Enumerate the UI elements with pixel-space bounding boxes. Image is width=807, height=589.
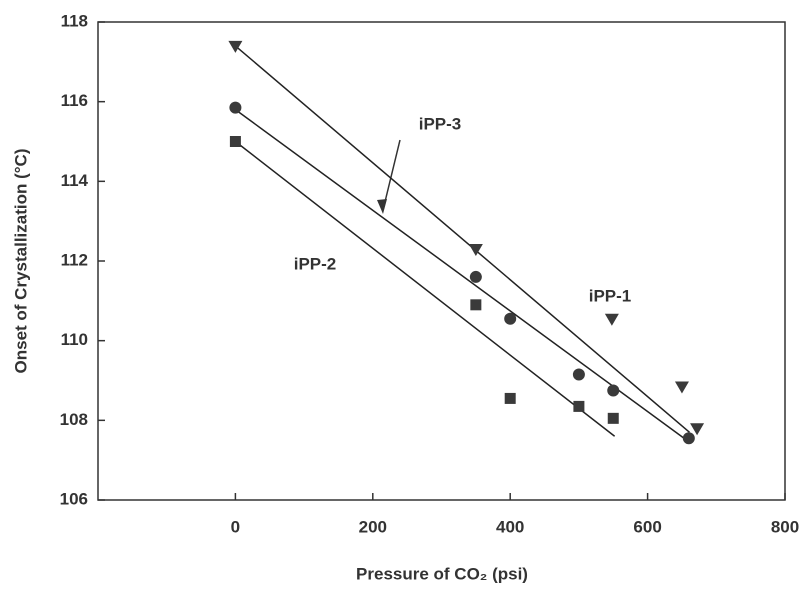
series-label: iPP-1 <box>589 286 632 305</box>
point <box>682 432 695 445</box>
series-label: iPP-2 <box>294 254 337 273</box>
x-tick-label: 400 <box>496 517 524 536</box>
point <box>229 101 242 114</box>
y-tick-label: 110 <box>61 330 88 349</box>
point <box>229 136 241 147</box>
x-tick-label: 200 <box>359 517 387 536</box>
point <box>690 423 705 436</box>
point <box>573 400 585 412</box>
series-label: iPP-3 <box>419 114 462 133</box>
y-tick-label: 118 <box>61 11 88 30</box>
y-tick-label: 116 <box>61 91 88 110</box>
y-tick-label: 108 <box>60 410 88 429</box>
x-tick-label: 0 <box>231 517 240 536</box>
point <box>228 40 243 53</box>
y-axis-label: Onset of Crystallization (°C) <box>11 149 30 374</box>
point <box>674 381 689 394</box>
annotation-arrow <box>382 139 401 211</box>
x-tick-label: 600 <box>633 517 661 536</box>
point <box>607 384 620 397</box>
point <box>468 244 483 257</box>
point <box>504 392 516 404</box>
fit-line <box>234 109 690 443</box>
point <box>572 368 585 381</box>
arrow-head <box>377 199 387 214</box>
point <box>607 412 619 424</box>
point <box>470 299 482 311</box>
y-tick-label: 114 <box>61 171 89 190</box>
point <box>469 270 482 283</box>
point <box>504 312 517 325</box>
x-tick-label: 800 <box>771 517 799 536</box>
fit-line <box>234 140 616 437</box>
x-axis-label: Pressure of CO₂ (psi) <box>356 564 528 583</box>
y-tick-label: 106 <box>60 489 88 508</box>
point <box>604 313 619 326</box>
fit-line <box>234 45 690 433</box>
y-tick-label: 112 <box>61 250 88 269</box>
